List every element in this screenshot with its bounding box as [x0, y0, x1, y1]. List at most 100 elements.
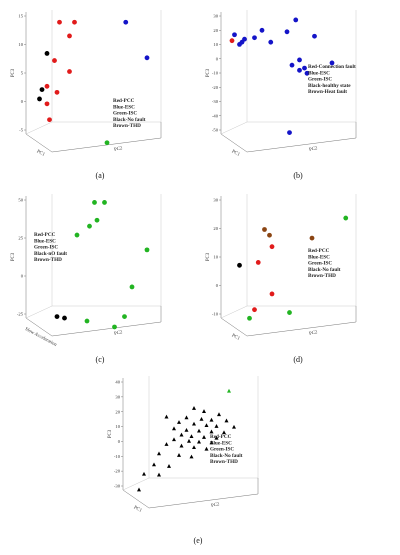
data-point	[54, 314, 60, 319]
legend-entry: Blue-ESC	[210, 440, 232, 446]
floor-edge	[220, 305, 248, 319]
data-point	[222, 430, 226, 435]
data-point	[44, 51, 50, 56]
y-tick-label: 0	[118, 439, 121, 444]
y-tick-label: -20	[212, 85, 219, 90]
data-point	[227, 388, 231, 393]
data-point	[214, 435, 219, 440]
data-point	[284, 29, 290, 35]
data-point	[44, 101, 50, 107]
data-point	[189, 434, 194, 439]
data-point	[297, 67, 302, 73]
data-point	[67, 69, 72, 74]
floor-edge	[246, 137, 357, 153]
y-tick-label: -50	[212, 128, 219, 133]
y-tick-label: 30	[213, 198, 218, 203]
data-point	[343, 215, 349, 221]
data-point	[202, 409, 206, 413]
y-axis-label: PC3	[206, 252, 211, 261]
y-tick-label: -40	[212, 113, 219, 118]
data-point	[184, 427, 189, 432]
data-point	[214, 424, 219, 428]
data-point	[177, 453, 181, 457]
legend-entry: Black-healthy state	[308, 83, 351, 89]
data-point	[199, 416, 204, 421]
floor-edge	[122, 489, 150, 509]
chart-panel-1: 15 10 5 0 -5 PC3 PC1 PC2 Red-PCCBlue-ESCGreen-IS…	[11, 10, 162, 180]
data-point	[289, 62, 295, 68]
data-point	[112, 324, 117, 330]
data-point	[157, 472, 161, 477]
data-point	[247, 315, 252, 321]
y-tick-label: -30	[212, 99, 219, 104]
data-point	[237, 41, 242, 47]
legend-entry: Brown-THD	[113, 123, 141, 129]
legend-entry: Green-ISC	[113, 111, 137, 117]
data-point	[267, 232, 272, 238]
legend-entry: Green-ISC	[210, 447, 234, 453]
data-point	[197, 428, 201, 433]
y-tick-label: 20	[213, 226, 218, 231]
legend-entry: Brown-THD	[210, 459, 238, 465]
y-tick-label: 0	[21, 274, 24, 279]
data-point	[172, 437, 176, 442]
floor-edge	[25, 305, 53, 319]
legend-entry: Green-ISC	[308, 77, 332, 83]
data-point	[259, 27, 265, 33]
data-point	[137, 487, 141, 492]
legend-entry: Black-No fault	[113, 117, 146, 123]
data-point	[309, 235, 315, 241]
legend-entry: Red-PCC	[34, 232, 56, 238]
data-point	[329, 60, 335, 66]
legend-entry: Green-ISC	[34, 245, 58, 251]
data-point	[268, 39, 274, 45]
legend-entry: Red-PCC	[113, 98, 135, 104]
data-point	[164, 414, 169, 419]
y-tick-label: -30	[114, 484, 121, 489]
floor-edge	[25, 133, 53, 153]
panel-caption: (c)	[96, 355, 105, 364]
y-tick-label: -10	[212, 312, 219, 317]
data-point	[192, 445, 196, 450]
data-point	[262, 227, 267, 232]
x-axis-label: Slow Acceleration	[24, 327, 58, 348]
legend-entry: Black-No fault	[308, 267, 341, 273]
chart-panel-5: 40 30 20 10 0 -10 -20 -30 PC3 PC1 PC2 Red-PCCBlue-E…	[108, 376, 259, 545]
y-tick-label: 5	[21, 71, 24, 76]
x-axis-label: PC1	[133, 505, 143, 514]
data-point	[269, 291, 275, 297]
data-point	[297, 57, 302, 63]
data-point	[232, 32, 237, 38]
y-axis-label: PC3	[206, 68, 211, 77]
data-point	[304, 70, 310, 76]
x-axis-label: PC1	[231, 149, 241, 158]
data-point	[164, 442, 169, 446]
data-point	[252, 307, 257, 313]
y-tick-label: -20	[114, 469, 121, 474]
y-tick-label: 10	[115, 424, 120, 429]
y-axis-label: PC3	[108, 429, 113, 438]
y-tick-label: 0	[216, 56, 219, 61]
data-point	[172, 426, 176, 431]
x-axis-label: PC1	[231, 333, 241, 342]
z-axis-label: PC2	[114, 146, 124, 153]
data-point	[204, 446, 209, 451]
data-point	[74, 232, 80, 238]
data-point	[57, 19, 62, 25]
floor-edge	[122, 477, 150, 491]
data-point	[252, 35, 257, 41]
floor-edge	[246, 321, 357, 337]
z-axis-label: PC2	[309, 146, 319, 153]
legend-entry: Black-No fault	[210, 453, 243, 459]
floor-edge	[220, 133, 248, 153]
panel-caption: (d)	[293, 355, 303, 364]
legend-entry: Blue-ESC	[34, 238, 56, 244]
y-tick-label: 20	[115, 409, 120, 414]
floor-edge	[148, 493, 259, 509]
data-point	[123, 19, 129, 25]
y-tick-label: -10	[212, 71, 219, 76]
data-point	[179, 432, 184, 437]
y-tick-label: 0	[216, 283, 219, 288]
data-point	[37, 96, 42, 102]
data-point	[144, 247, 150, 253]
